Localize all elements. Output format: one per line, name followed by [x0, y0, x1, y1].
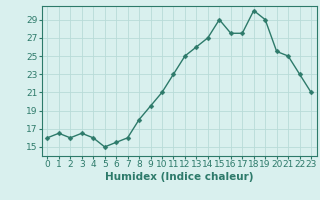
X-axis label: Humidex (Indice chaleur): Humidex (Indice chaleur)	[105, 172, 253, 182]
